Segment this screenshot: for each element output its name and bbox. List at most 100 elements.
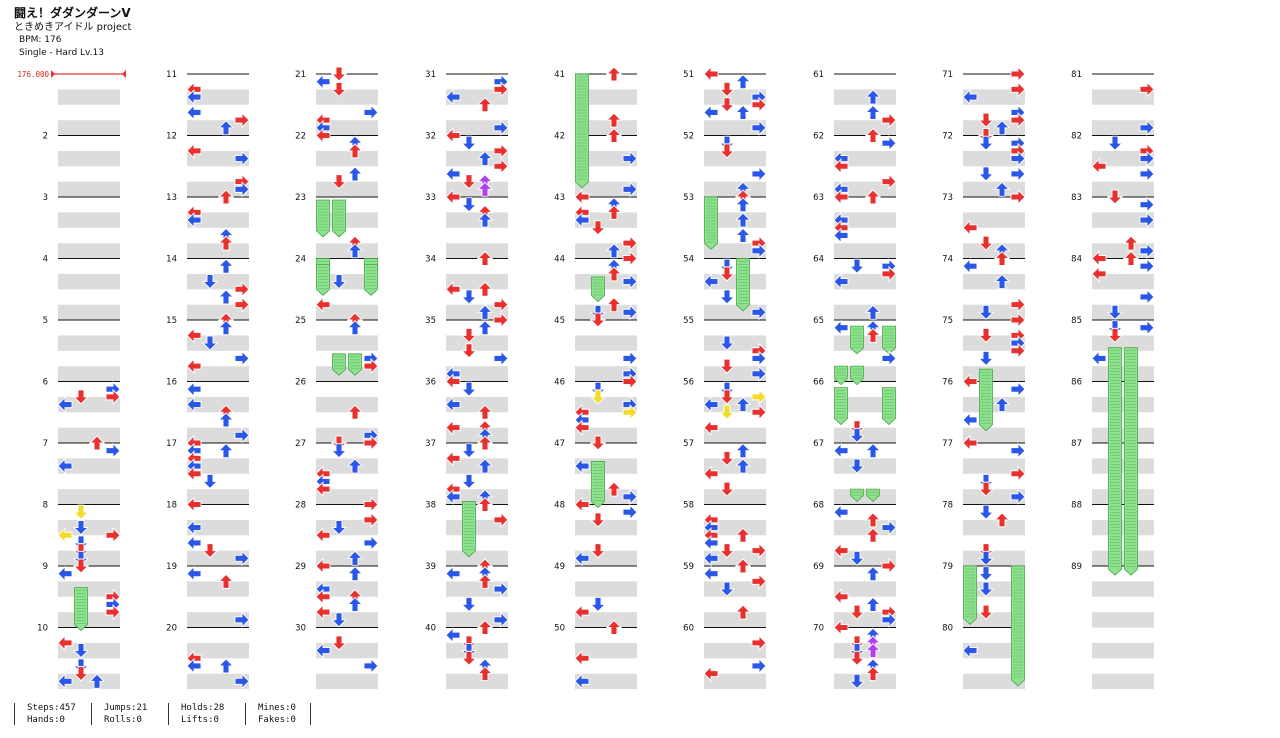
- beat-band: [834, 335, 896, 351]
- up-arrow-icon: [217, 258, 235, 274]
- arrow-shape: [1010, 342, 1026, 359]
- measure-number: 16: [166, 378, 177, 388]
- measure-number: 87: [1071, 439, 1082, 449]
- stat-jumps: Jumps:21: [104, 703, 148, 713]
- measure-number: 31: [425, 70, 436, 80]
- beat-band: [316, 550, 378, 567]
- arrow-shape: [493, 81, 509, 98]
- right-arrow-icon: [363, 511, 379, 528]
- right-arrow-icon: [1139, 119, 1155, 136]
- beat-band: [1092, 427, 1154, 444]
- beat-band: [446, 427, 508, 444]
- arrow-shape: [574, 673, 590, 690]
- beat-band: [187, 335, 249, 351]
- arrow-shape: [1122, 235, 1140, 251]
- arrow-shape: [718, 289, 736, 305]
- beat-band: [834, 89, 896, 105]
- arrow-shape: [977, 235, 995, 251]
- stats-bar: Steps:457 Hands:0 Jumps:21 Rolls:0 Holds…: [14, 703, 311, 725]
- down-arrow-icon: [848, 604, 866, 620]
- left-arrow-icon: [315, 527, 331, 544]
- beat-band: [1092, 212, 1154, 228]
- arrow-shape: [848, 673, 866, 689]
- up-arrow-icon: [346, 143, 364, 159]
- beat-band: [963, 243, 1025, 259]
- right-arrow-icon: [622, 404, 638, 421]
- up-arrow-icon: [864, 443, 882, 459]
- beat-band: [316, 304, 378, 321]
- beat-band: [834, 243, 896, 259]
- right-arrow-icon: [1010, 65, 1026, 83]
- beat-band: [1092, 642, 1154, 659]
- arrow-shape: [734, 197, 752, 213]
- beat-band: [58, 243, 120, 259]
- left-arrow-icon: [57, 396, 73, 413]
- measure-number: 71: [942, 70, 953, 80]
- up-arrow-icon: [864, 665, 882, 682]
- arrow-shape: [977, 350, 995, 367]
- hold-note: [316, 199, 330, 238]
- arrow-shape: [962, 411, 978, 429]
- down-arrow-icon: [330, 443, 348, 459]
- arrow-shape: [977, 604, 995, 620]
- right-arrow-icon: [881, 557, 897, 575]
- measure-number: 36: [425, 378, 436, 388]
- up-arrow-icon: [734, 604, 752, 620]
- beat-band: [575, 550, 637, 567]
- up-arrow-icon: [864, 89, 882, 105]
- arrow-shape: [751, 304, 767, 321]
- left-arrow-icon: [315, 642, 331, 659]
- down-arrow-icon: [977, 112, 995, 128]
- down-arrow-icon: [848, 643, 866, 659]
- hold-body: [316, 264, 330, 296]
- left-arrow-icon: [445, 488, 461, 505]
- beat-band: [58, 335, 120, 351]
- beat-band: [187, 150, 249, 167]
- arrow-shape: [703, 665, 719, 682]
- beat-band: [58, 550, 120, 567]
- beat-band: [834, 519, 896, 536]
- arrow-shape: [993, 396, 1011, 413]
- arrow-shape: [234, 427, 250, 444]
- arrow-shape: [718, 97, 736, 113]
- arrow-shape: [864, 566, 882, 582]
- arrow-shape: [445, 165, 461, 183]
- arrow-shape: [315, 296, 331, 313]
- arrow-shape: [622, 304, 638, 321]
- measure-number: 5: [43, 316, 48, 326]
- beat-band: [58, 150, 120, 167]
- arrow-shape: [1139, 242, 1155, 259]
- left-arrow-icon: [703, 665, 719, 682]
- left-arrow-icon: [574, 419, 590, 436]
- right-arrow-icon: [1139, 319, 1155, 336]
- arrow-shape: [234, 350, 250, 367]
- left-arrow-icon: [703, 273, 719, 290]
- down-arrow-icon: [1106, 304, 1124, 320]
- arrow-shape: [1010, 165, 1026, 183]
- down-arrow-icon: [718, 258, 736, 274]
- down-arrow-icon: [848, 635, 866, 651]
- measure-number: 65: [813, 316, 824, 326]
- arrow-shape: [864, 512, 882, 528]
- arrow-shape: [1091, 250, 1107, 267]
- left-arrow-icon: [445, 373, 461, 390]
- beat-band: [187, 612, 249, 628]
- up-arrow-icon: [734, 558, 752, 574]
- arrow-shape: [864, 189, 882, 205]
- beat-band: [834, 273, 896, 290]
- arrow-shape: [363, 657, 379, 675]
- arrow-shape: [703, 396, 719, 413]
- arrow-shape: [574, 604, 590, 621]
- measure-number: 48: [554, 501, 565, 511]
- arrow-shape: [330, 443, 348, 459]
- down-arrow-icon: [201, 473, 219, 490]
- arrow-shape: [703, 65, 719, 83]
- beat-band: [834, 581, 896, 597]
- down-arrow-icon: [718, 97, 736, 113]
- hold-note: [866, 488, 880, 502]
- arrow-shape: [445, 488, 461, 505]
- right-arrow-icon: [1010, 342, 1026, 359]
- hold-note: [74, 587, 88, 632]
- left-arrow-icon: [445, 127, 461, 144]
- left-arrow-icon: [445, 450, 461, 467]
